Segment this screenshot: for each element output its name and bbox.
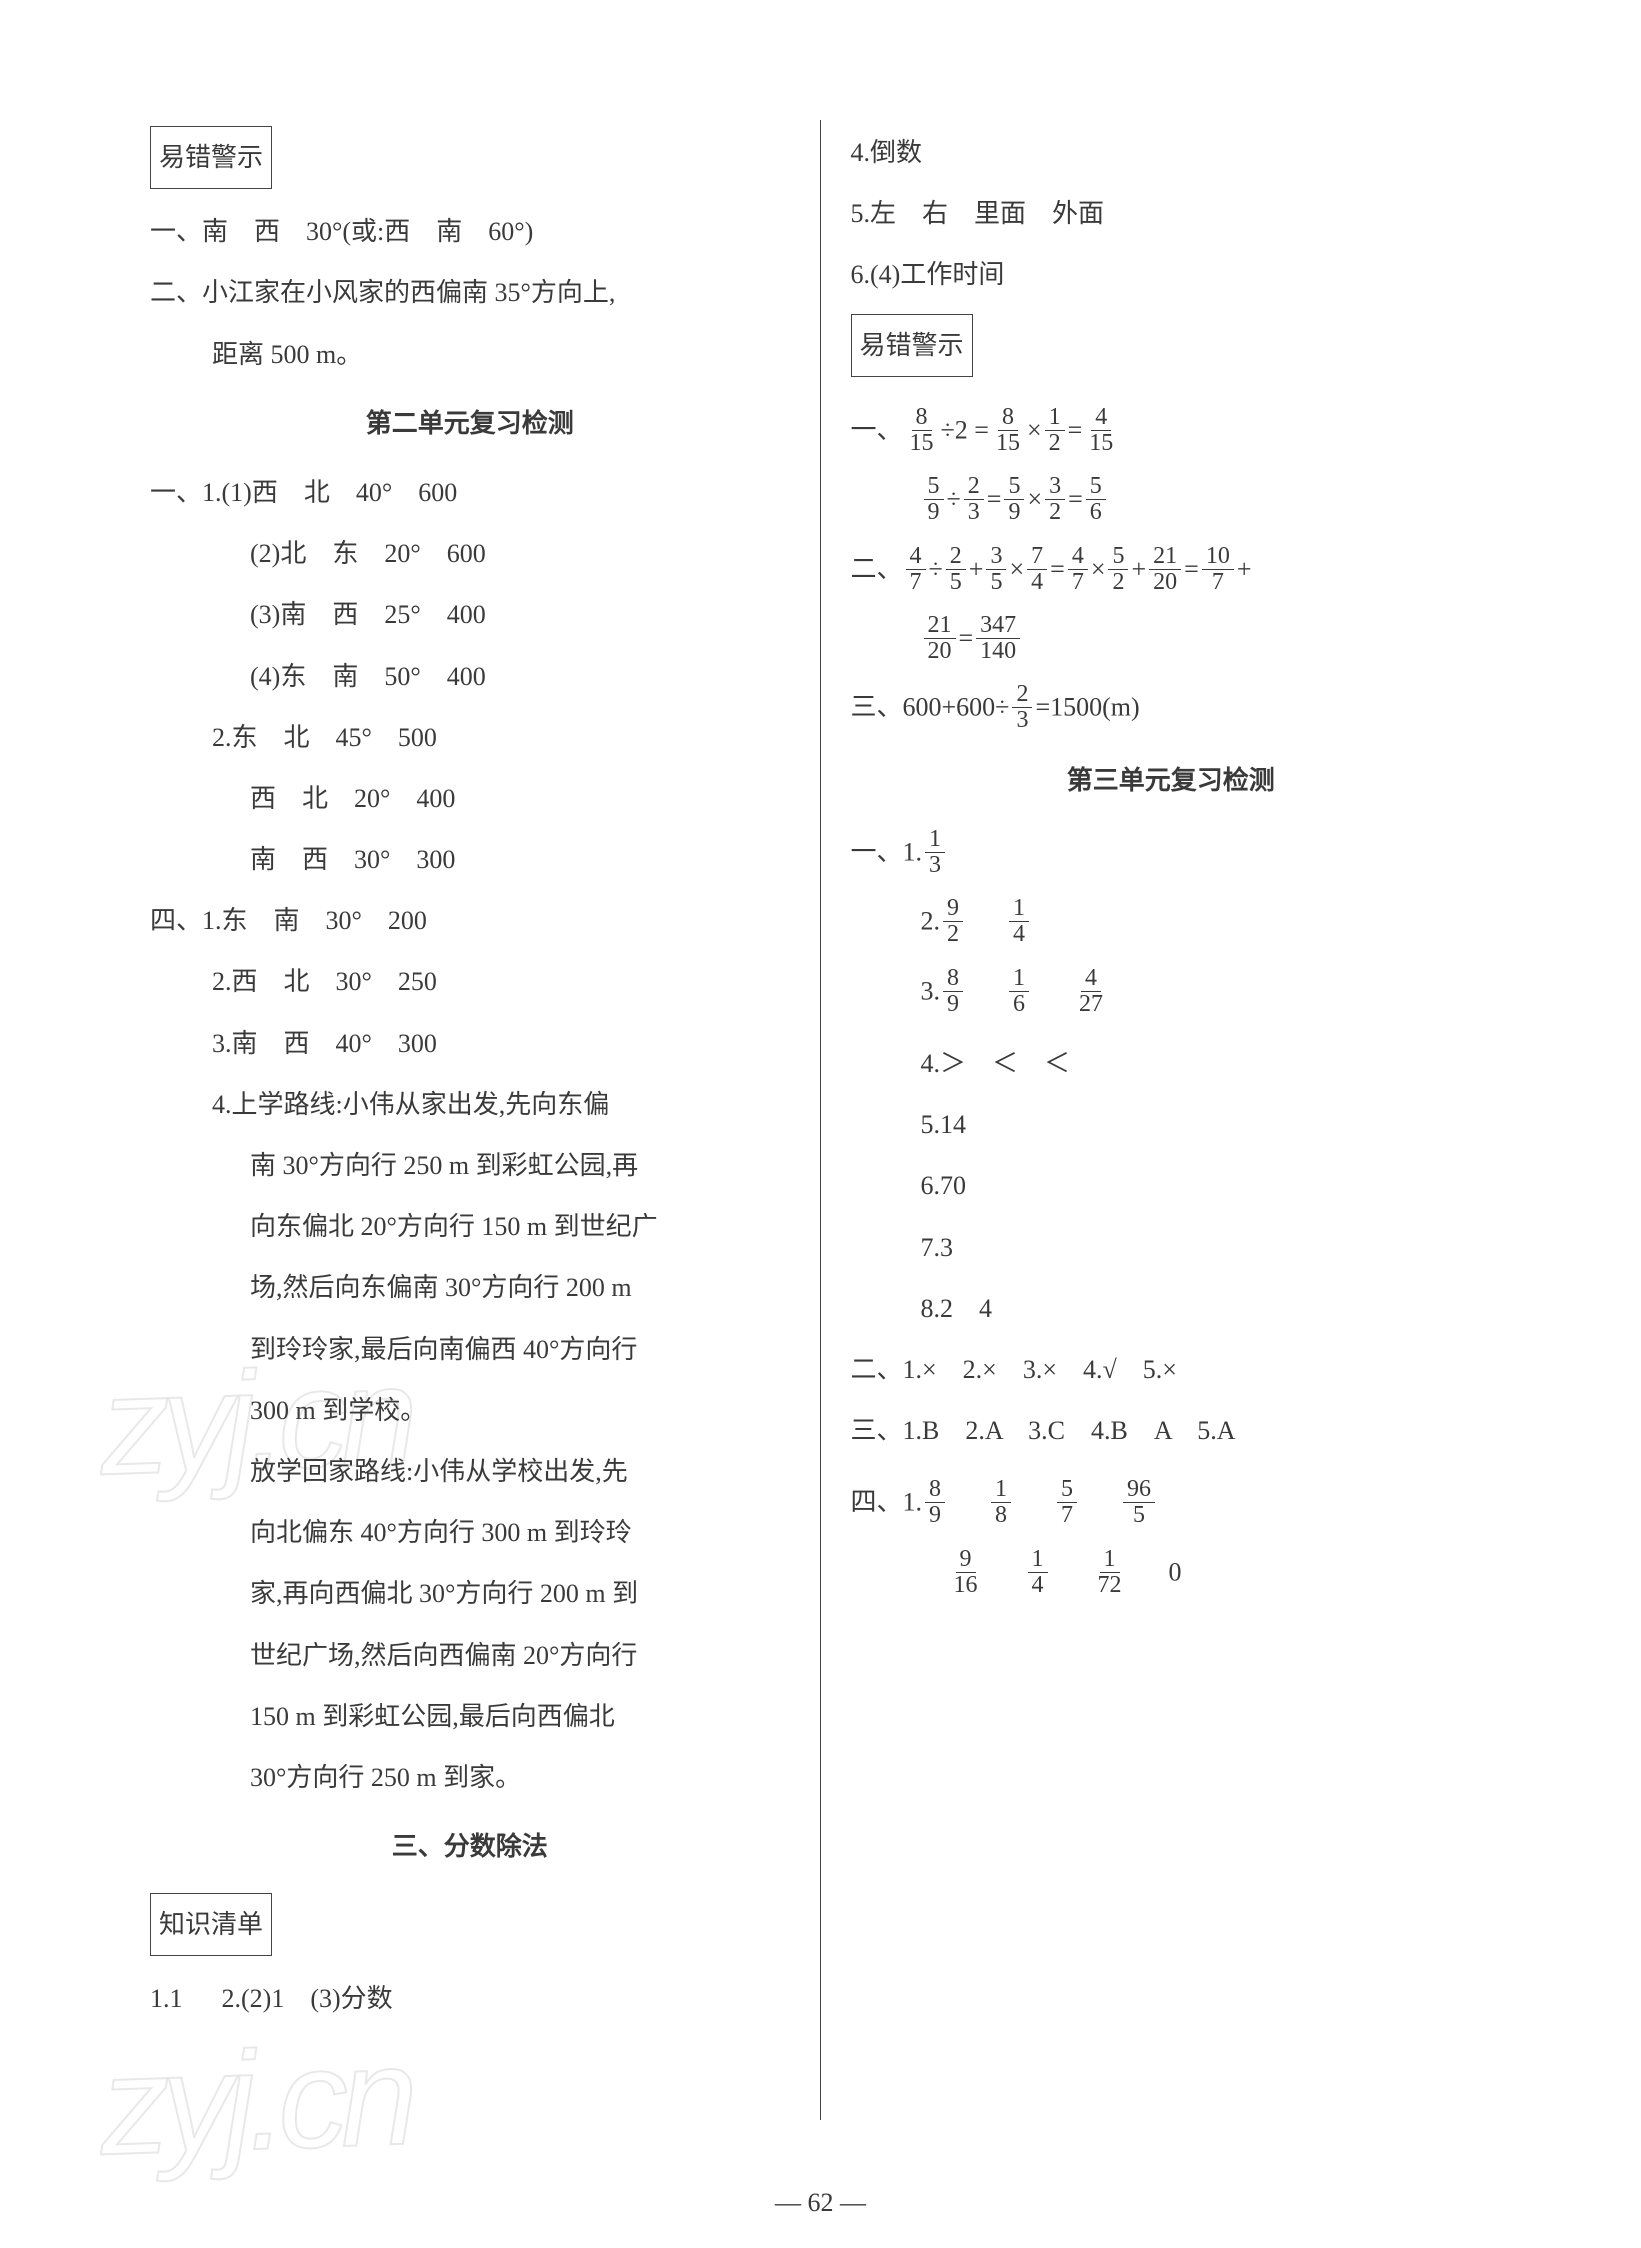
answer-7: 7.3 [851,1219,1492,1276]
equation-1: 一、815÷2 =815×12=415 [851,405,1492,456]
text-line: 3.南 西 40° 300 [150,1015,790,1072]
right-column: 4.倒数 5.左 右 里面 外面 6.(4)工作时间 易错警示 一、815÷2 … [821,120,1512,2120]
answer-1: 一、1.13 [851,827,1492,878]
text-line: 距离 500 m。 [150,326,790,383]
text-line: 南 西 30° 300 [150,831,790,888]
equation-3: 三、600+600÷23=1500(m) [851,682,1492,733]
text-line: 5.左 右 里面 外面 [851,185,1492,242]
answer-sec2: 二、1.× 2.× 3.× 4.√ 5.× [851,1341,1492,1398]
label: 一、 [851,415,903,444]
box-warning-2: 易错警示 [851,314,973,377]
text-line: 4.上学路线:小伟从家出发,先向东偏 [150,1076,790,1133]
text-line: 向北偏东 40°方向行 300 m 到玲玲 [150,1504,790,1561]
text-line: 放学回家路线:小伟从学校出发,先 [150,1443,790,1500]
page-container: 易错警示 一、南 西 30°(或:西 南 60°) 二、小江家在小风家的西偏南 … [130,120,1511,2120]
text-line: 场,然后向东偏南 30°方向行 200 m [150,1259,790,1316]
text-line: 四、1.东 南 30° 200 [150,892,790,949]
text-line: 到玲玲家,最后向南偏西 40°方向行 [150,1321,790,1378]
left-column: 易错警示 一、南 西 30°(或:西 南 60°) 二、小江家在小风家的西偏南 … [130,120,821,2120]
text-line: 一、1.(1)西 北 40° 600 [150,464,790,521]
text-line: 世纪广场,然后向西偏南 20°方向行 [150,1627,790,1684]
text-line: (2)北 东 20° 600 [150,525,790,582]
text-line: 西 北 20° 400 [150,770,790,827]
text-line: (3)南 西 25° 400 [150,586,790,643]
text-line: 150 m 到彩虹公园,最后向西偏北 [150,1688,790,1745]
text-line: 二、小江家在小风家的西偏南 35°方向上, [150,264,790,321]
text-line: 2.东 北 45° 500 [150,709,790,766]
text-line: 1.1 2.(2)1 (3)分数 [150,1970,790,2027]
text-line: 家,再向西偏北 30°方向行 200 m 到 [150,1565,790,1622]
answer-4: 4.＞ ＜ ＜ [851,1035,1492,1092]
equation-2b: 2120=347140 [851,613,1492,664]
answer-sec3: 三、1.B 2.A 3.C 4.B A 5.A [851,1402,1492,1459]
label: 三、 [851,693,903,722]
text-line: 30°方向行 250 m 到家。 [150,1749,790,1806]
text-line: (4)东 南 50° 400 [150,648,790,705]
box-knowledge: 知识清单 [150,1893,272,1956]
section-title: 三、分数除法 [150,1818,790,1875]
text-line: 南 30°方向行 250 m 到彩虹公园,再 [150,1137,790,1194]
text-line: 一、南 西 30°(或:西 南 60°) [150,203,790,260]
text-line: 4.倒数 [851,124,1492,181]
answer-2: 2.9214 [851,896,1492,947]
equation-2a: 二、47÷25+35×74=47×52+2120=107+ [851,544,1492,595]
text-line: 向东偏北 20°方向行 150 m 到世纪广 [150,1198,790,1255]
section-title: 第二单元复习检测 [150,395,790,452]
text: 2.(2)1 (3)分数 [222,1984,393,2013]
page-number: — 62 — [0,2188,1641,2218]
answer-8: 8.2 4 [851,1280,1492,1337]
text-line: 2.西 北 30° 250 [150,953,790,1010]
text-line: 300 m 到学校。 [150,1382,790,1439]
text-line: 6.(4)工作时间 [851,246,1492,303]
answer-6: 6.70 [851,1157,1492,1214]
answer-5: 5.14 [851,1096,1492,1153]
answer-sec4-row1: 四、1.891857965 [851,1477,1492,1528]
equation-1b: 59÷23=59×32=56 [851,474,1492,525]
answer-sec4-row2: 916141720 [851,1547,1492,1598]
text: 1.1 [150,1984,183,2013]
label: 二、 [851,554,903,583]
box-warning-1: 易错警示 [150,126,272,189]
answer-3: 3.8916427 [851,966,1492,1017]
section-title: 第三单元复习检测 [851,752,1492,809]
